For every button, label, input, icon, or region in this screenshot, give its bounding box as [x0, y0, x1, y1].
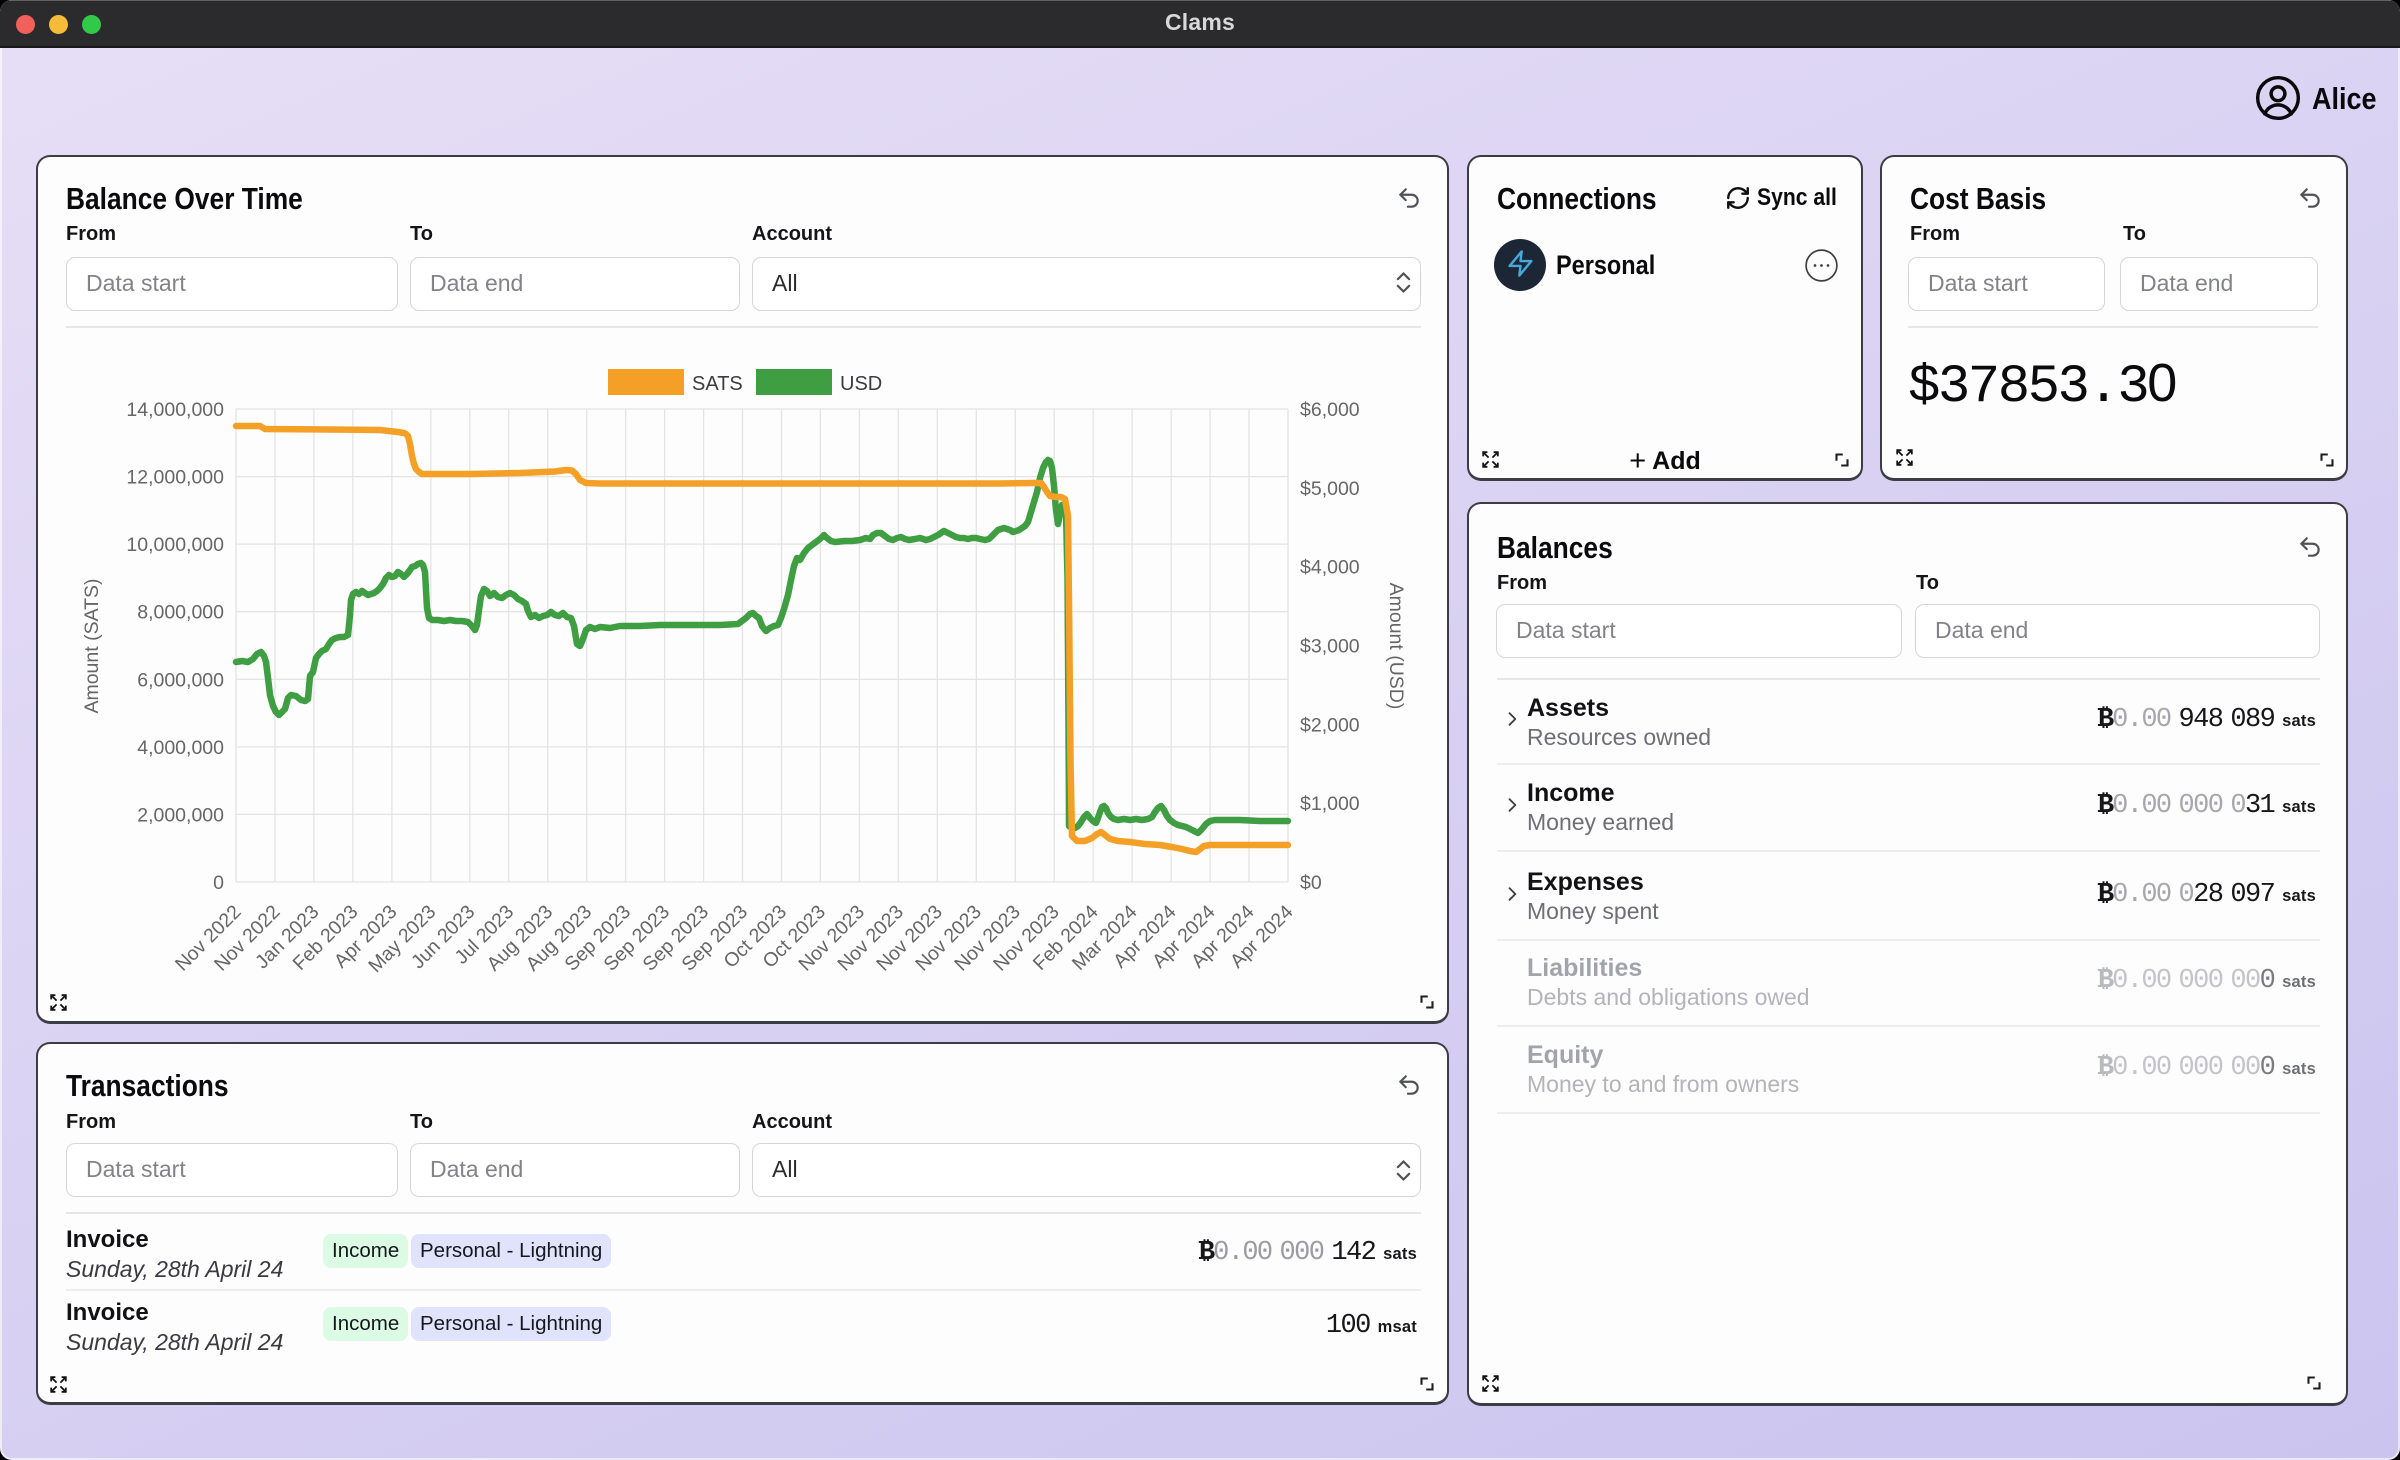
- svg-text:10,000,000: 10,000,000: [126, 534, 224, 556]
- svg-text:SATS: SATS: [692, 373, 743, 395]
- svg-text:$2,000: $2,000: [1300, 714, 1360, 736]
- svg-text:$1,000: $1,000: [1300, 793, 1360, 815]
- svg-text:14,000,000: 14,000,000: [126, 399, 224, 421]
- svg-text:6,000,000: 6,000,000: [137, 669, 224, 691]
- svg-text:$5,000: $5,000: [1300, 478, 1360, 500]
- svg-text:Amount (SATS): Amount (SATS): [81, 578, 103, 713]
- svg-text:$3,000: $3,000: [1300, 636, 1360, 658]
- svg-text:0: 0: [213, 872, 224, 894]
- svg-text:$4,000: $4,000: [1300, 557, 1360, 579]
- svg-text:$0: $0: [1300, 872, 1322, 894]
- svg-text:4,000,000: 4,000,000: [137, 737, 224, 759]
- svg-text:8,000,000: 8,000,000: [137, 602, 224, 624]
- svg-text:12,000,000: 12,000,000: [126, 467, 224, 489]
- svg-text:Amount (USD): Amount (USD): [1385, 583, 1407, 710]
- svg-text:USD: USD: [840, 373, 882, 395]
- svg-text:$6,000: $6,000: [1300, 399, 1360, 421]
- svg-text:2,000,000: 2,000,000: [137, 804, 224, 826]
